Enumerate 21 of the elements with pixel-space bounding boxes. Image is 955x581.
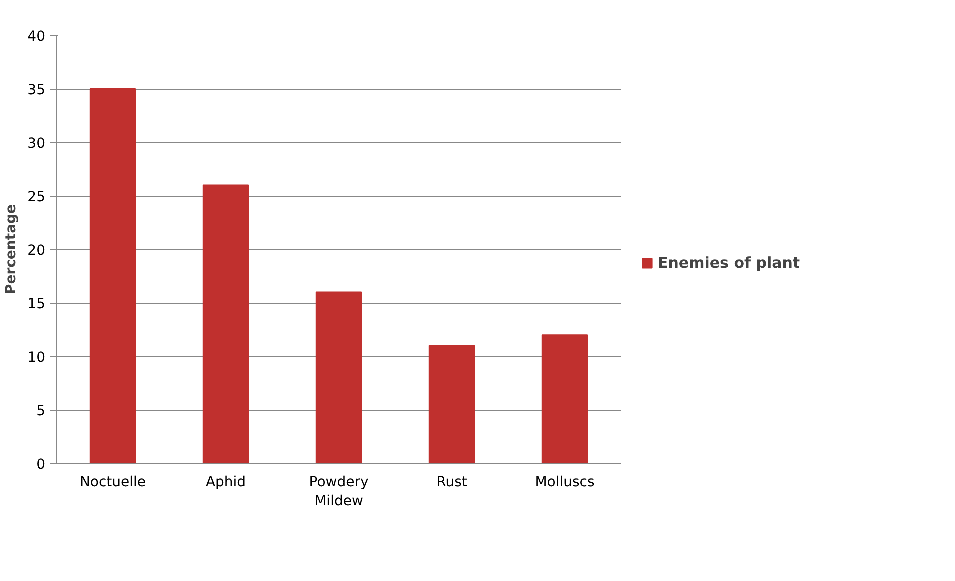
bar bbox=[90, 88, 136, 464]
x-tick-label: Rust bbox=[436, 474, 468, 490]
y-tick-label: 20 bbox=[28, 243, 46, 259]
bar bbox=[202, 184, 250, 464]
y-tick-label: 35 bbox=[28, 82, 46, 98]
y-tick-label: 5 bbox=[36, 404, 46, 420]
y-tick-label: 30 bbox=[28, 136, 46, 152]
y-tick-label: 10 bbox=[28, 350, 46, 366]
x-tick-label: Powdery Mildew bbox=[309, 474, 369, 510]
bar bbox=[428, 345, 476, 464]
x-tick-label: Molluscs bbox=[535, 474, 595, 490]
y-tick-label: 25 bbox=[28, 190, 46, 206]
x-tick-label: Aphid bbox=[206, 474, 246, 490]
bar bbox=[316, 292, 362, 464]
y-tick-label: 0 bbox=[36, 457, 46, 473]
legend-label: Enemies of plant bbox=[658, 254, 800, 272]
x-tick-label: Noctuelle bbox=[80, 474, 146, 490]
y-tick-label: 15 bbox=[28, 296, 46, 312]
bar bbox=[542, 334, 588, 464]
y-axis-title: Percentage bbox=[4, 204, 20, 295]
y-tick-label: 40 bbox=[28, 29, 46, 45]
